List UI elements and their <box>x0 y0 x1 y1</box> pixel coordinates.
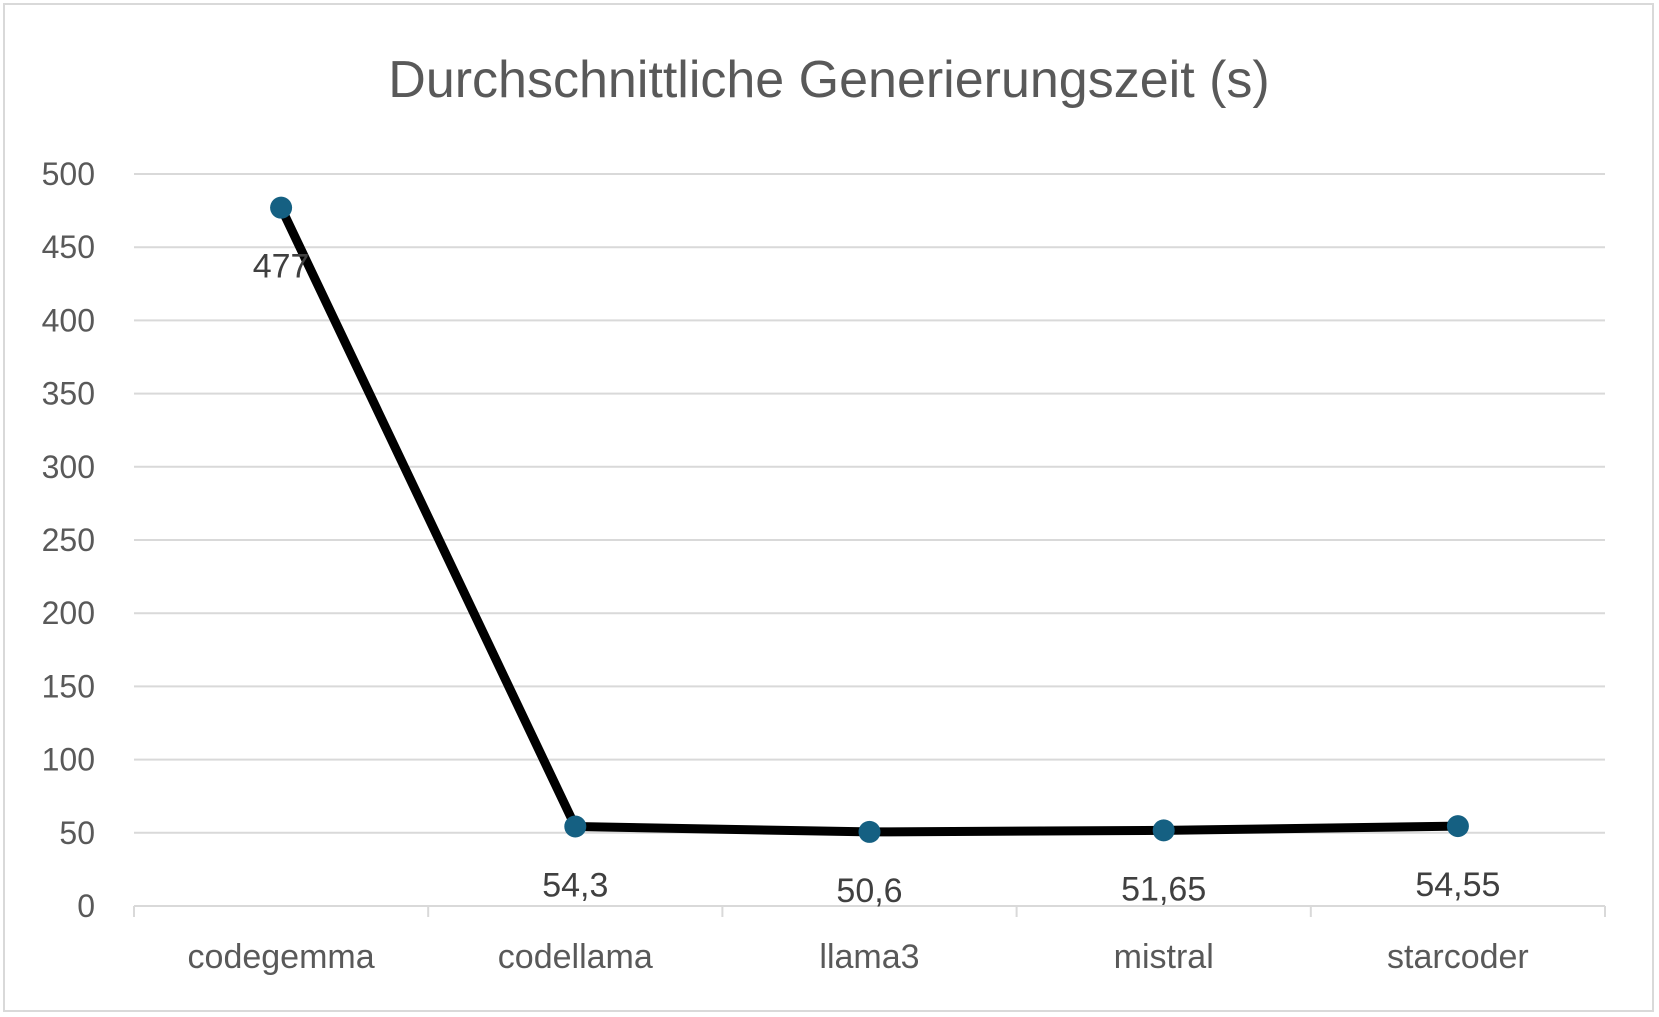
x-axis: codegemma codellama llama3 mistral starcoder <box>133 905 1606 976</box>
x-tick-label: mistral <box>1114 938 1214 976</box>
y-tick-label: 450 <box>42 229 95 265</box>
data-label: 54,55 <box>1415 866 1500 904</box>
y-tick-label: 0 <box>77 888 95 924</box>
y-tick-label: 250 <box>42 522 95 558</box>
y-tick-label: 50 <box>59 815 95 851</box>
y-tick-label: 400 <box>42 302 95 338</box>
y-tick-label: 350 <box>42 376 95 412</box>
data-label: 54,3 <box>542 867 608 905</box>
gridlines <box>134 173 1605 834</box>
x-tick-label: codellama <box>498 938 653 976</box>
series-group <box>270 196 1469 843</box>
data-point <box>1446 815 1469 838</box>
data-point <box>270 196 293 219</box>
data-labels: 477 54,3 50,6 51,65 54,55 <box>253 248 1501 910</box>
series-line <box>276 203 1463 837</box>
y-tick-label: 100 <box>42 742 95 778</box>
x-tick-label: codegemma <box>188 938 375 976</box>
data-point <box>1152 819 1175 842</box>
data-point <box>564 815 587 838</box>
data-label: 50,6 <box>836 872 902 910</box>
data-label: 477 <box>253 248 310 286</box>
x-tick-label: llama3 <box>819 938 919 976</box>
chart-title: Durchschnittliche Generierungszeit (s) <box>388 51 1269 109</box>
data-point <box>858 820 881 843</box>
y-axis-ticks: 0 50 100 150 200 250 300 350 400 450 500 <box>42 156 95 924</box>
y-tick-label: 150 <box>42 668 95 704</box>
x-tick-label: starcoder <box>1387 938 1529 976</box>
data-label: 51,65 <box>1121 870 1206 908</box>
y-tick-label: 500 <box>42 156 95 192</box>
y-tick-label: 300 <box>42 449 95 485</box>
chart-frame <box>3 3 1654 1012</box>
y-tick-label: 200 <box>42 595 95 631</box>
